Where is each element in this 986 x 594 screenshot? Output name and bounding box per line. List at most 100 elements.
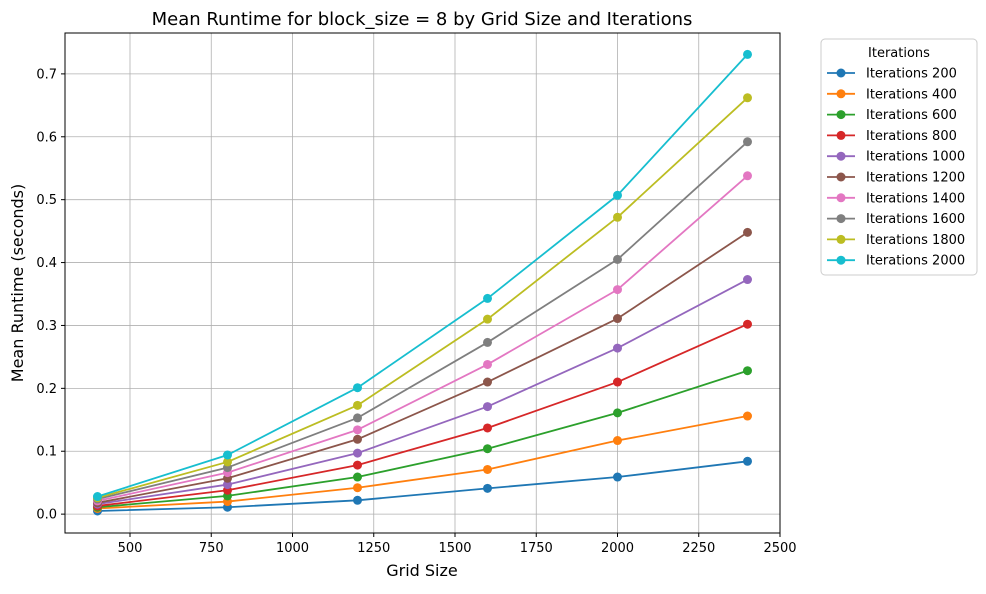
legend-label: Iterations 1600 (866, 212, 965, 227)
y-tick-label: 0.7 (36, 67, 57, 82)
legend-label: Iterations 400 (866, 87, 957, 102)
data-point (223, 457, 232, 467)
data-point (743, 49, 752, 59)
series-line (97, 53, 749, 498)
data-point (483, 293, 492, 303)
legend-label: Iterations 1800 (866, 233, 965, 248)
y-tick-label: 0.4 (36, 256, 57, 271)
series-line (97, 278, 748, 505)
legend-item: Iterations 2000 (827, 254, 965, 269)
x-tick-label: 500 (118, 541, 143, 556)
legend-items: Iterations 200 Iterations 400 Iterations 6… (827, 67, 965, 269)
legend-label: Iterations 1000 (866, 150, 965, 165)
legend-item: Iterations 1200 (827, 171, 965, 186)
legend-item: Iterations 1800 (827, 233, 965, 248)
legend-box (820, 38, 978, 276)
data-point (613, 314, 622, 324)
x-tick-label: 2250 (682, 541, 715, 556)
data-point (353, 425, 362, 435)
legend-item: Iterations 1000 (827, 150, 965, 165)
chart-title: Mean Runtime for block_size = 8 by Grid … (152, 9, 693, 30)
y-tick-label: 0.1 (36, 445, 57, 460)
legend-swatch-marker (836, 172, 846, 182)
legend-item: Iterations 800 (827, 129, 957, 144)
data-point (613, 190, 622, 200)
data-point (613, 377, 622, 387)
data-point (483, 444, 492, 454)
data-point (483, 483, 492, 493)
y-tick-label: 0.0 (36, 508, 57, 523)
data-point (353, 383, 362, 393)
data-point (483, 359, 492, 369)
data-point (353, 495, 362, 505)
data-point (613, 254, 622, 264)
legend-swatch-marker (836, 68, 846, 78)
data-point (743, 93, 752, 103)
data-point (613, 436, 622, 446)
data-point (743, 319, 752, 329)
data-point (353, 413, 362, 423)
data-point (483, 423, 492, 433)
legend-item: Iterations 600 (827, 108, 957, 123)
y-tick-label: 0.3 (36, 319, 57, 334)
y-axis-label: Mean Runtime (seconds) (8, 184, 27, 382)
data-point (353, 483, 362, 493)
legend-label: Iterations 2000 (866, 254, 965, 269)
data-point (93, 492, 102, 502)
legend-label: Iterations 800 (866, 129, 957, 144)
series-line (97, 231, 748, 504)
legend-item: Iterations 400 (827, 87, 957, 102)
data-point (353, 434, 362, 444)
legend-swatch-marker (836, 214, 846, 224)
legend-item: Iterations 1600 (827, 212, 965, 227)
legend-swatch-marker (836, 151, 846, 161)
legend-swatch-marker (836, 255, 846, 265)
legend-label: Iterations 1400 (866, 191, 965, 206)
legend-label: Iterations 1200 (866, 171, 965, 186)
series-group (93, 366, 752, 512)
data-point (483, 464, 492, 474)
data-point (483, 314, 492, 324)
x-tick-label: 1000 (276, 541, 309, 556)
data-point (353, 448, 362, 458)
x-tick-label: 2500 (763, 541, 796, 556)
axis-ticks: 500 750 1000 1250 1500 1750 2000 2250 2500 0.0 0.1… (36, 67, 796, 556)
series-line (97, 415, 748, 510)
y-tick-label: 0.6 (36, 130, 57, 145)
data-point (613, 472, 622, 482)
legend-swatch-marker (836, 89, 846, 99)
plot-frame (64, 32, 781, 534)
series-line (97, 323, 748, 507)
data-point (743, 137, 752, 147)
series-line (97, 369, 748, 509)
series-line (97, 460, 748, 512)
data-point (223, 450, 232, 460)
x-tick-label: 2000 (601, 541, 634, 556)
data-point (743, 366, 752, 376)
x-tick-label: 1750 (520, 541, 553, 556)
series-line (97, 175, 749, 502)
series-group (93, 275, 752, 509)
data-point (223, 480, 232, 490)
data-point (483, 377, 492, 387)
legend-item: Iterations 200 (827, 67, 957, 82)
series-group (93, 49, 752, 502)
data-point (353, 400, 362, 410)
legend-item: Iterations 1400 (827, 191, 965, 206)
y-tick-label: 0.2 (36, 382, 57, 397)
data-point (743, 227, 752, 237)
x-axis-label: Grid Size (386, 561, 458, 580)
data-point (483, 337, 492, 347)
legend-title: Iterations (868, 46, 930, 61)
data-point (743, 171, 752, 181)
data-point (613, 408, 622, 418)
data-point (613, 212, 622, 222)
x-tick-label: 1500 (438, 541, 471, 556)
legend-swatch-marker (836, 193, 846, 203)
data-point (353, 460, 362, 470)
y-tick-label: 0.5 (36, 193, 57, 208)
data-point (483, 402, 492, 412)
